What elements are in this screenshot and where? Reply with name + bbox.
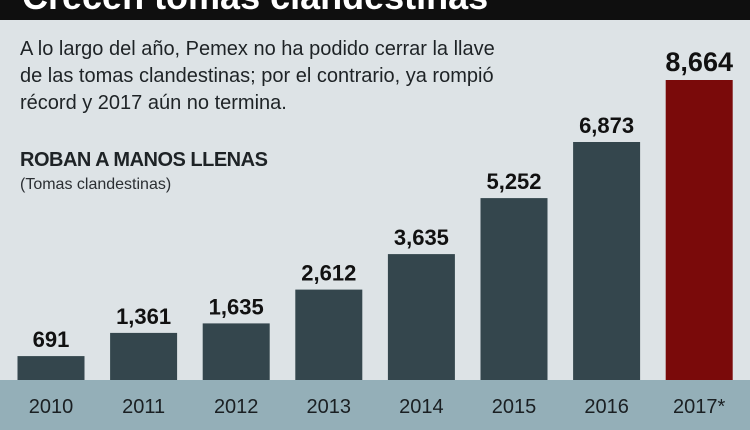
value-label-2017: 8,664	[665, 47, 733, 77]
x-tick-label-2013: 2013	[307, 396, 352, 418]
x-tick-label-2012: 2012	[214, 396, 259, 418]
intro-paragraph: A lo largo del año, Pemex no ha podido c…	[20, 38, 495, 114]
bar-2012	[202, 323, 270, 380]
value-label-2013: 2,612	[301, 261, 356, 286]
x-tick-label-2014: 2014	[399, 396, 444, 418]
x-axis-band	[0, 380, 750, 430]
chart-subtitle: (Tomas clandestinas)	[20, 176, 172, 193]
x-tick-label-2016: 2016	[584, 396, 629, 418]
bar-2010	[17, 356, 85, 380]
value-label-2011: 1,361	[116, 304, 171, 329]
value-label-2012: 1,635	[209, 294, 264, 319]
bar-2015	[480, 198, 548, 380]
value-label-2016: 6,873	[579, 113, 634, 138]
chart-title: ROBAN A MANOS LLENAS	[20, 149, 268, 171]
title-band: Crecen tomas clandestinas	[0, 0, 750, 20]
x-tick-label-2015: 2015	[492, 396, 537, 418]
bar-2013	[295, 289, 363, 380]
bar-2011	[110, 332, 178, 380]
x-tick-label-2017: 2017*	[673, 396, 725, 418]
x-tick-label-2011: 2011	[122, 396, 165, 418]
value-label-2010: 691	[33, 327, 70, 352]
value-label-2014: 3,635	[394, 225, 449, 250]
value-label-2015: 5,252	[486, 169, 541, 194]
x-tick-label-2010: 2010	[29, 396, 74, 418]
page-title: Crecen tomas clandestinas	[22, 0, 488, 18]
bar-2017	[665, 80, 733, 380]
bar-2016	[573, 142, 641, 380]
bar-2014	[387, 254, 455, 380]
